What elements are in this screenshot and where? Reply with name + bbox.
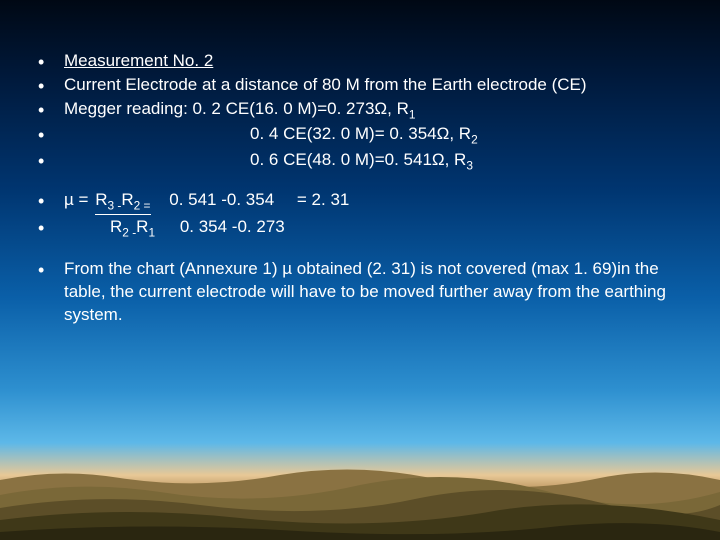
- mid-hill-2: [0, 490, 720, 540]
- slide: Measurement No. 2 Current Electrode at a…: [0, 0, 720, 540]
- conclusion-block: From the chart (Annexure 1) µ obtained (…: [34, 258, 686, 327]
- denom-rhs: 0. 354 -0. 273: [180, 217, 285, 236]
- bullet-5-text: 0. 6 CE(48. 0 M)=0. 541Ω, R: [64, 149, 466, 172]
- mu-label: µ =: [64, 190, 88, 209]
- equation-row-2: R2 -R1 0. 354 -0. 273: [34, 216, 686, 240]
- near-hill-1: [0, 504, 720, 540]
- conclusion-bullet: From the chart (Annexure 1) µ obtained (…: [34, 258, 686, 327]
- numer-s1: 3 -: [107, 199, 121, 213]
- denom-s1: 2 -: [122, 225, 136, 239]
- conclusion-text: From the chart (Annexure 1) µ obtained (…: [64, 259, 666, 324]
- bullet-3-sub: 1: [409, 107, 416, 121]
- numer-R2: R: [121, 190, 133, 209]
- slide-content: Measurement No. 2 Current Electrode at a…: [34, 50, 686, 328]
- bullet-2: Current Electrode at a distance of 80 M …: [34, 74, 686, 97]
- far-hill: [0, 470, 720, 540]
- denom-s2: 1: [148, 225, 155, 239]
- equation-block: µ = R3 -R2 = 0. 541 -0. 354 = 2. 31 R2 -…: [34, 189, 686, 240]
- numer-s2: 2 =: [134, 199, 151, 213]
- bullet-5: 0. 6 CE(48. 0 M)=0. 541Ω, R3: [34, 149, 686, 173]
- denom-R1: R: [110, 217, 122, 236]
- bullet-4-text: 0. 4 CE(32. 0 M)= 0. 354Ω, R: [64, 123, 471, 146]
- bullet-list: Measurement No. 2 Current Electrode at a…: [34, 50, 686, 173]
- bullet-1-text: Measurement No. 2: [64, 51, 213, 70]
- near-hill-2: [0, 523, 720, 540]
- bullet-3: Megger reading: 0. 2 CE(16. 0 M)=0. 273Ω…: [34, 98, 686, 122]
- hills-svg: [0, 450, 720, 540]
- numer-rhs: 0. 541 -0. 354: [169, 190, 274, 209]
- bullet-5-sub: 3: [466, 158, 473, 172]
- fraction-numerator-lhs: R3 -R2 =: [95, 191, 150, 214]
- bullet-4: 0. 4 CE(32. 0 M)= 0. 354Ω, R2: [34, 123, 686, 147]
- denom-R2: R: [136, 217, 148, 236]
- bullet-2-text: Current Electrode at a distance of 80 M …: [64, 75, 587, 94]
- horizon-graphic: [0, 450, 720, 540]
- equation-result: = 2. 31: [297, 190, 349, 209]
- bullet-1: Measurement No. 2: [34, 50, 686, 73]
- equation-row-1: µ = R3 -R2 = 0. 541 -0. 354 = 2. 31: [34, 189, 686, 214]
- numer-R1: R: [95, 190, 107, 209]
- mid-hill-1: [0, 477, 720, 540]
- bullet-4-sub: 2: [471, 133, 478, 147]
- bullet-3-text: Megger reading: 0. 2 CE(16. 0 M)=0. 273Ω…: [64, 99, 409, 118]
